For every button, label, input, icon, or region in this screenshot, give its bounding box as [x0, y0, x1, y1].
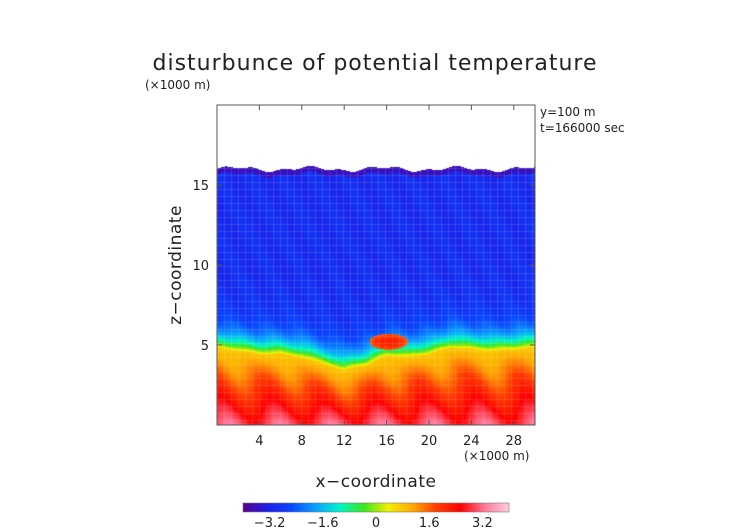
y-axis-ticks: 5 10 15 — [192, 179, 535, 354]
plot-area — [216, 104, 536, 426]
annotation-y-position: y=100 m — [540, 105, 596, 119]
colorbar-tick-label: −3.2 — [254, 516, 286, 531]
x-tick-label: 28 — [506, 434, 523, 449]
colorbar-tick-label: 3.2 — [472, 516, 493, 531]
y-tick-label: 15 — [192, 179, 209, 194]
colorbar-tick-label: 0 — [372, 516, 380, 531]
x-axis-unit: (×1000 m) — [464, 449, 529, 463]
colorbar-ticks: −3.2 −1.6 0 1.6 3.2 — [254, 516, 493, 531]
y-tick-label: 5 — [201, 339, 209, 354]
heatmap-field — [217, 105, 535, 425]
y-tick-label: 10 — [192, 259, 209, 274]
x-tick-label: 8 — [298, 434, 306, 449]
x-tick-label: 24 — [463, 434, 480, 449]
x-axis-ticks: 4 8 12 16 20 24 28 — [255, 105, 522, 449]
x-tick-label: 12 — [336, 434, 353, 449]
y-axis-unit: (×1000 m) — [145, 78, 210, 92]
x-tick-label: 20 — [421, 434, 438, 449]
colorbar-tick-label: −1.6 — [307, 516, 339, 531]
chart-title: disturbunce of potential temperature — [153, 51, 598, 76]
colorbar-gradient — [242, 502, 510, 513]
x-axis-label: x−coordinate — [316, 472, 437, 492]
colorbar-tick-label: 1.6 — [419, 516, 440, 531]
y-axis-label: z−coordinate — [166, 205, 186, 325]
x-tick-label: 16 — [378, 434, 395, 449]
x-tick-label: 4 — [255, 434, 263, 449]
colorbar: −3.2 −1.6 0 1.6 3.2 — [242, 502, 510, 531]
annotation-time: t=166000 sec — [540, 121, 625, 135]
